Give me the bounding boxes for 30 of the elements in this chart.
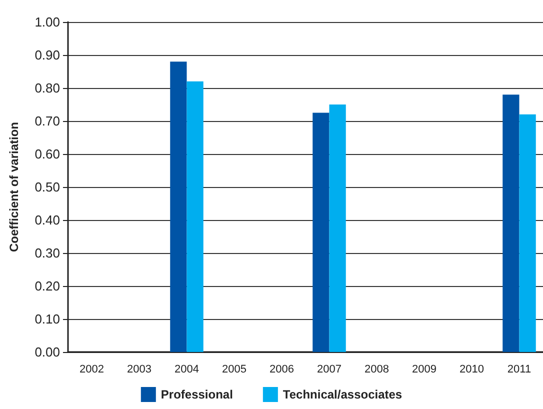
bar bbox=[170, 62, 187, 352]
y-tick-label: 0.80 bbox=[34, 80, 60, 96]
y-tick-label: 0.90 bbox=[34, 48, 60, 62]
x-tick-label: 2004 bbox=[174, 364, 199, 376]
bar bbox=[519, 114, 536, 352]
x-tick-label: 2010 bbox=[460, 364, 484, 376]
bar bbox=[329, 104, 346, 352]
y-tick-label: 0.20 bbox=[34, 278, 60, 294]
y-tick-label: 0.40 bbox=[34, 212, 60, 228]
y-tick-label: 0.30 bbox=[34, 246, 60, 260]
y-tick-label: 1.00 bbox=[34, 14, 60, 30]
bar bbox=[502, 94, 520, 352]
x-tick-label: 2006 bbox=[270, 364, 294, 376]
x-tick-label: 2009 bbox=[412, 364, 436, 376]
x-tick-label: 2002 bbox=[80, 364, 104, 376]
bar bbox=[186, 81, 204, 352]
y-tick-label: 0.60 bbox=[34, 146, 60, 162]
x-tick-label: 2008 bbox=[364, 364, 389, 376]
x-tick-label: 2011 bbox=[507, 364, 532, 376]
y-axis-title: Coefficient of variation bbox=[7, 122, 21, 252]
y-tick-label: 0.50 bbox=[34, 180, 60, 194]
y-tick-label: 0.00 bbox=[34, 344, 60, 360]
x-tick-label: 2003 bbox=[127, 364, 152, 376]
y-tick-label: 0.10 bbox=[34, 312, 60, 326]
legend-label: Professional bbox=[160, 388, 233, 402]
x-tick-label: 2007 bbox=[317, 364, 342, 376]
x-tick-label: 2005 bbox=[222, 364, 246, 376]
bar bbox=[312, 112, 330, 352]
y-tick-label: 0.70 bbox=[34, 114, 60, 128]
legend-label: Technical/associates bbox=[282, 388, 402, 402]
